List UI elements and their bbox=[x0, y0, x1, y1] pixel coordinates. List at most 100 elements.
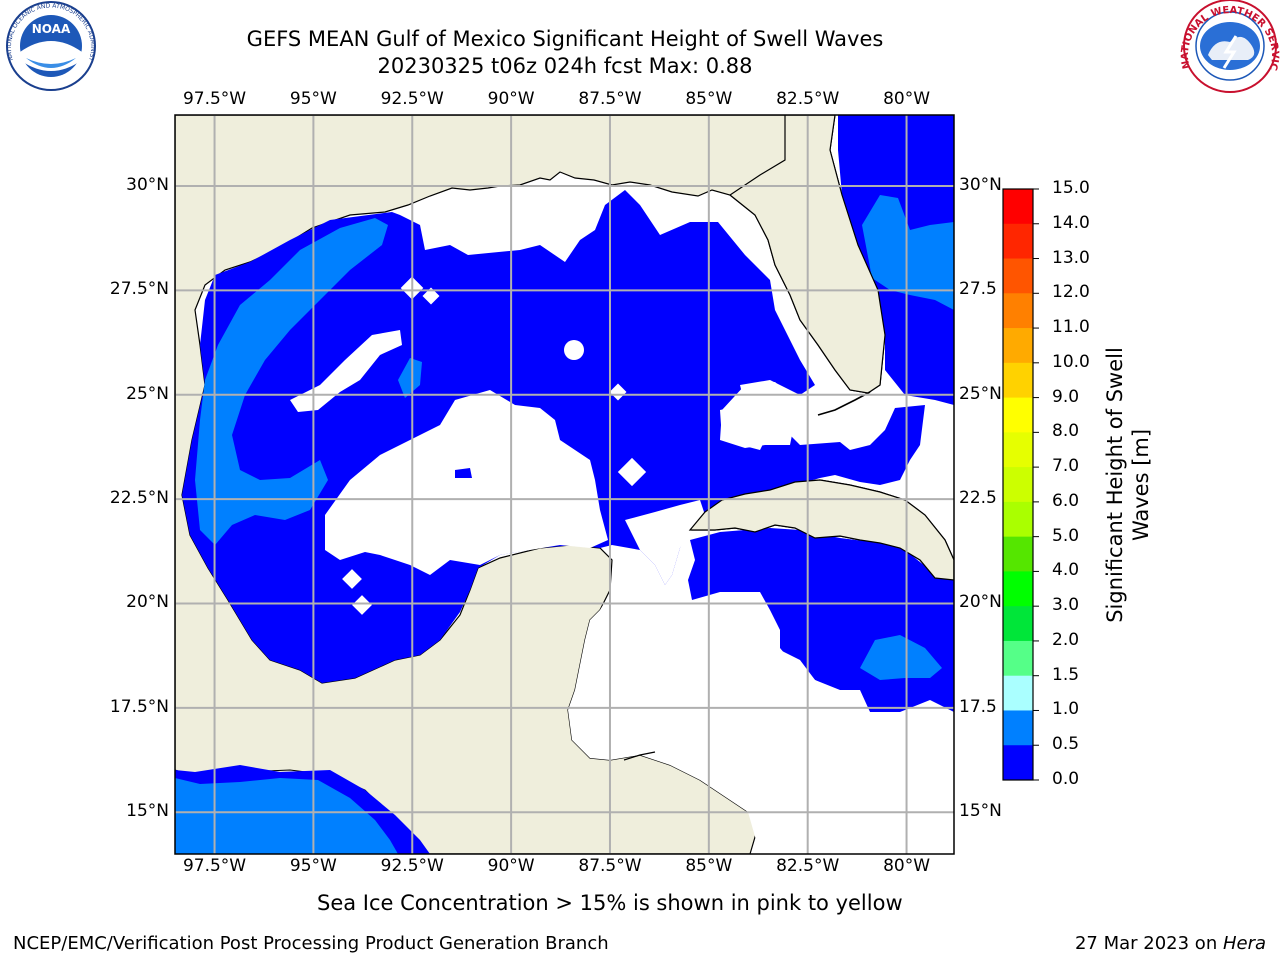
lat-tick-right-5: 17.5 bbox=[959, 696, 997, 717]
lat-tick-right-6: 15°N bbox=[959, 801, 1002, 822]
colorbar-segment-1 bbox=[1003, 223, 1033, 260]
lon-tick-top-6: 82.5°W bbox=[776, 89, 840, 109]
colorbar-segment-8 bbox=[1003, 467, 1033, 503]
footer-right: 27 Mar 2023 on Hera bbox=[1075, 933, 1266, 954]
lat-tick-left-4: 20°N bbox=[126, 592, 169, 613]
colorbar-frame bbox=[1002, 188, 1034, 781]
no-data-central-gulf-south bbox=[325, 390, 608, 575]
lat-tick-right-0: 30°N bbox=[959, 174, 1002, 195]
no-data-central-gulf bbox=[290, 330, 402, 412]
swell-region-cayman bbox=[860, 635, 942, 680]
colorbar-tick-5: 10.0 bbox=[1052, 351, 1090, 372]
no-data-spot-6 bbox=[342, 569, 362, 589]
colorbar-label-line2: Waves [m] bbox=[1129, 428, 1153, 542]
colorbar-tick-17: 0.0 bbox=[1052, 769, 1080, 789]
colorbar-segment-4 bbox=[1003, 328, 1033, 364]
no-data-spot-3 bbox=[564, 340, 584, 360]
colorbar-tick-8: 7.0 bbox=[1052, 456, 1080, 477]
map-frame bbox=[174, 114, 955, 855]
no-data-spot-7 bbox=[352, 595, 372, 615]
no-data-caribbean-south bbox=[568, 585, 954, 854]
lon-tick-bottom-7: 80°W bbox=[883, 856, 931, 876]
sea-ice-caption: Sea Ice Concentration > 15% is shown in … bbox=[317, 891, 903, 915]
colorbar-tick-13: 2.0 bbox=[1052, 629, 1080, 650]
figure-title-line2: 20230325 t06z 024h fcst Max: 0.88 bbox=[377, 54, 753, 78]
lon-tick-top-2: 92.5°W bbox=[380, 89, 444, 109]
lon-tick-bottom-5: 85°W bbox=[685, 856, 733, 876]
swell-region-pacific-inner bbox=[175, 778, 398, 854]
swell-region-east-atlantic bbox=[862, 195, 954, 310]
lon-tick-bottom-2: 92.5°W bbox=[380, 856, 444, 876]
colorbar-segment-12 bbox=[1003, 606, 1033, 642]
colorbar-tick-1: 14.0 bbox=[1052, 212, 1090, 233]
no-data-spot-4 bbox=[609, 383, 627, 401]
lon-tick-bottom-0: 97.5°W bbox=[182, 856, 247, 876]
cuba-land-top bbox=[688, 479, 954, 581]
lat-tick-left-5: 17.5°N bbox=[109, 696, 169, 717]
colorbar-tick-2: 13.0 bbox=[1052, 247, 1090, 268]
lon-tick-bottom-1: 95°W bbox=[289, 856, 337, 876]
no-data-bay-campeche bbox=[455, 468, 472, 478]
colorbar-segment-2 bbox=[1003, 258, 1033, 294]
lat-tick-right-4: 20°N bbox=[959, 592, 1002, 613]
colorbar-segment-10 bbox=[1003, 536, 1033, 572]
colorbar-segment-13 bbox=[1003, 640, 1033, 677]
lon-tick-bottom-6: 82.5°W bbox=[776, 856, 840, 876]
lat-tick-left-0: 30°N bbox=[126, 174, 169, 195]
colorbar-segment-5 bbox=[1003, 362, 1033, 399]
colorbar-tick-11: 4.0 bbox=[1052, 560, 1080, 581]
no-data-cutouts bbox=[290, 276, 954, 854]
lon-tick-bottom-4: 87.5°W bbox=[578, 856, 642, 876]
florida-keys bbox=[817, 391, 871, 416]
colorbar-tick-16: 0.5 bbox=[1052, 734, 1080, 755]
lat-tick-right-1: 27.5 bbox=[959, 279, 997, 300]
lon-tick-bottom-3: 90°W bbox=[487, 856, 535, 876]
footer-machine: Hera bbox=[1222, 933, 1266, 954]
lat-tick-right-3: 22.5 bbox=[959, 488, 997, 509]
colorbar-segment-9 bbox=[1003, 501, 1033, 538]
colorbar-segment-15 bbox=[1003, 710, 1033, 746]
colorbar-segment-11 bbox=[1003, 571, 1033, 607]
lat-tick-left-2: 25°N bbox=[126, 383, 169, 404]
colorbar-segment-3 bbox=[1003, 293, 1033, 329]
no-data-yucatan-channel bbox=[625, 500, 705, 585]
colorbar bbox=[1003, 188, 1039, 781]
colorbar-tick-7: 8.0 bbox=[1052, 421, 1080, 442]
colorbar-tick-6: 9.0 bbox=[1052, 386, 1080, 407]
yucatan-coast-detail bbox=[623, 751, 656, 761]
colorbar-segment-16 bbox=[1003, 745, 1033, 781]
swell-blob-west-central bbox=[398, 358, 422, 398]
colorbar-tick-3: 12.0 bbox=[1052, 282, 1090, 303]
colorbar-tick-0: 15.0 bbox=[1052, 178, 1090, 198]
no-data-florida-strait bbox=[720, 382, 795, 448]
map-area bbox=[175, 115, 954, 854]
lon-tick-top-0: 97.5°W bbox=[182, 89, 247, 109]
lat-tick-left-1: 27.5°N bbox=[109, 279, 169, 300]
colorbar-tick-15: 1.0 bbox=[1052, 699, 1080, 720]
lon-tick-top-7: 80°W bbox=[883, 89, 931, 109]
colorbar-tick-10: 5.0 bbox=[1052, 525, 1080, 546]
footer-left: NCEP/EMC/Verification Post Processing Pr… bbox=[13, 933, 609, 954]
lon-tick-top-4: 87.5°W bbox=[578, 89, 642, 109]
no-data-spot-2 bbox=[422, 287, 440, 305]
colorbar-tick-9: 6.0 bbox=[1052, 490, 1080, 511]
lon-tick-top-3: 90°W bbox=[487, 89, 535, 109]
colorbar-segment-14 bbox=[1003, 675, 1033, 711]
lon-tick-top-1: 95°W bbox=[289, 89, 337, 109]
lat-tick-left-3: 22.5°N bbox=[109, 488, 169, 509]
colorbar-tick-14: 1.5 bbox=[1052, 664, 1080, 685]
map-grid bbox=[175, 115, 954, 854]
lat-tick-right-2: 25°N bbox=[959, 383, 1002, 404]
footer-date: 27 Mar 2023 on bbox=[1074, 933, 1223, 954]
figure-title-line1: GEFS MEAN Gulf of Mexico Significant Hei… bbox=[246, 27, 884, 51]
lon-tick-top-5: 85°W bbox=[685, 89, 733, 109]
colorbar-label-line1: Significant Height of Swell bbox=[1103, 347, 1127, 623]
lat-tick-left-6: 15°N bbox=[126, 801, 169, 822]
colorbar-segment-6 bbox=[1003, 397, 1033, 433]
no-data-spot-5 bbox=[617, 457, 647, 487]
colorbar-tick-4: 11.0 bbox=[1052, 317, 1090, 338]
noaa-logo-text: NOAA bbox=[32, 22, 71, 36]
colorbar-segment-0 bbox=[1003, 189, 1033, 225]
colorbar-segment-7 bbox=[1003, 432, 1033, 468]
colorbar-tick-12: 3.0 bbox=[1052, 595, 1080, 616]
